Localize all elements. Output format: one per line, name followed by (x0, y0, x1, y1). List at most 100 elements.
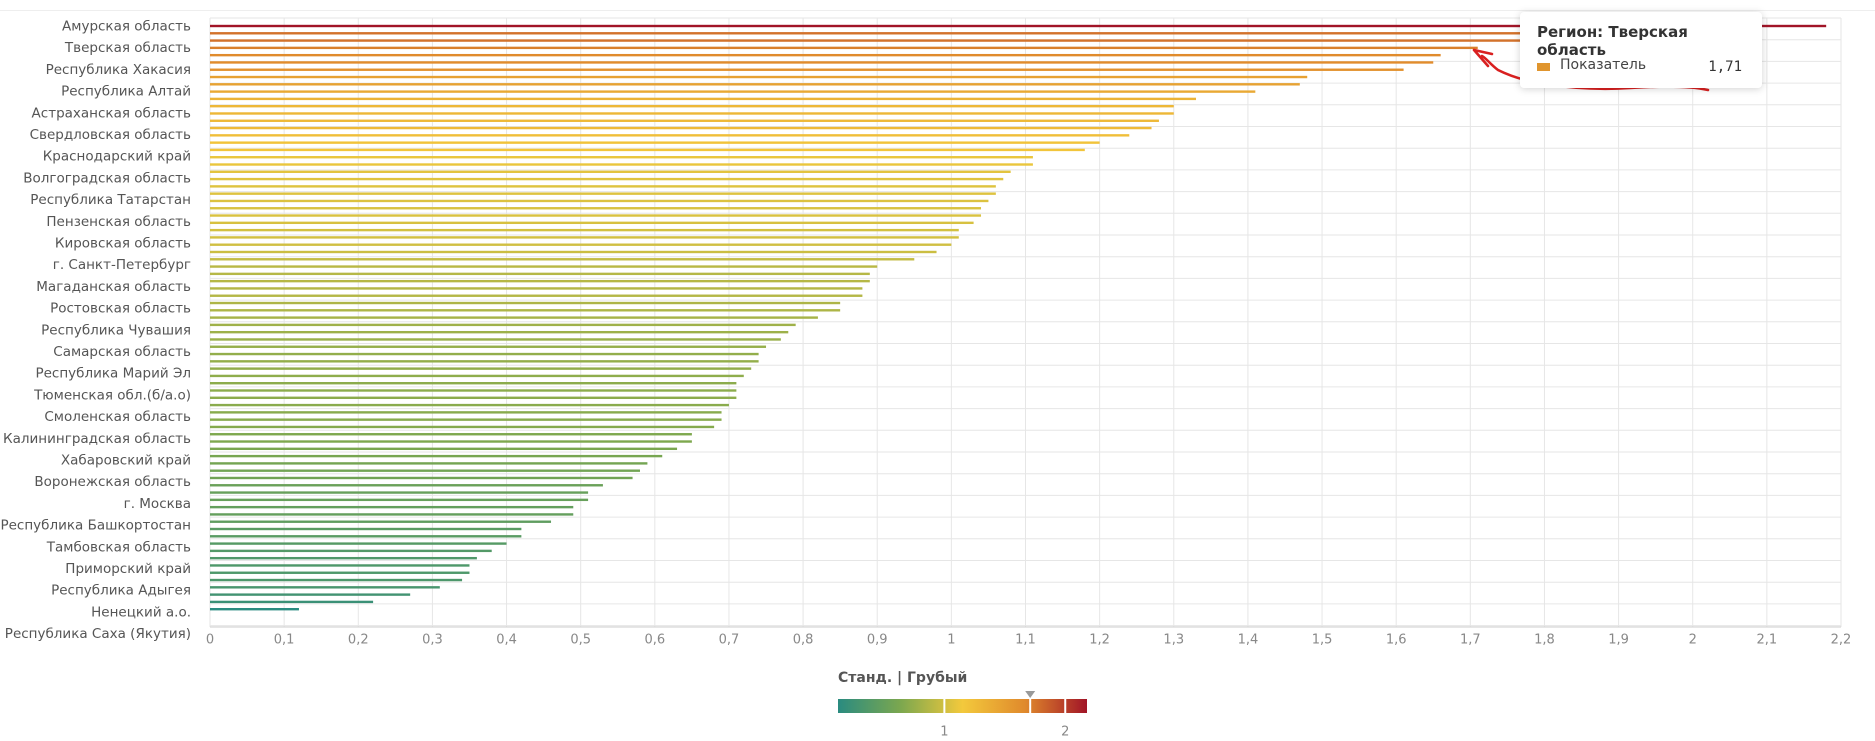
tooltip-series-name: Показатель (1560, 57, 1647, 73)
bar[interactable] (210, 316, 818, 319)
category-label: Республика Татарстан (30, 192, 191, 208)
bar[interactable] (210, 32, 1523, 35)
bar[interactable] (210, 608, 299, 611)
category-label: Ненецкий а.о. (91, 604, 191, 620)
bar[interactable] (210, 97, 1197, 101)
x-tick-label: 1,7 (1460, 633, 1481, 648)
bar[interactable] (210, 104, 1174, 108)
bar[interactable] (210, 83, 1300, 86)
bar[interactable] (210, 535, 522, 538)
bar[interactable] (210, 403, 729, 407)
category-label: Тюменская обл.(б/а.о) (33, 387, 191, 403)
bar[interactable] (210, 134, 1130, 137)
bar[interactable] (210, 469, 640, 472)
bar[interactable] (210, 440, 692, 443)
bar[interactable] (210, 556, 477, 560)
bar[interactable] (210, 433, 692, 436)
bar[interactable] (210, 330, 789, 334)
bar[interactable] (210, 214, 982, 217)
bar[interactable] (210, 156, 1033, 159)
bar[interactable] (210, 301, 841, 305)
bar[interactable] (210, 454, 663, 458)
bar[interactable] (210, 484, 603, 487)
bar[interactable] (210, 476, 633, 480)
bar[interactable] (210, 462, 648, 465)
bar[interactable] (210, 126, 1152, 130)
bar[interactable] (210, 243, 952, 246)
bar[interactable] (210, 425, 715, 429)
bar[interactable] (210, 586, 440, 589)
bar[interactable] (210, 542, 507, 545)
bar[interactable] (210, 39, 1523, 42)
x-tick-label: 0,1 (274, 633, 295, 648)
bar[interactable] (210, 396, 737, 399)
category-label: Тамбовская область (46, 539, 191, 555)
bar[interactable] (210, 185, 996, 188)
bar[interactable] (210, 250, 937, 254)
category-label: Калининградская область (3, 431, 191, 447)
x-tick-label: 1 (947, 633, 955, 648)
bar[interactable] (210, 177, 1004, 181)
bar[interactable] (210, 352, 759, 356)
bar[interactable] (210, 141, 1100, 144)
bar[interactable] (210, 593, 411, 596)
bar[interactable] (210, 309, 841, 312)
bar[interactable] (210, 272, 870, 276)
bar[interactable] (210, 411, 722, 414)
bar[interactable] (210, 236, 959, 239)
x-tick-label: 0,4 (496, 633, 517, 648)
bar[interactable] (210, 578, 463, 582)
bar[interactable] (210, 418, 722, 421)
bar[interactable] (210, 258, 915, 261)
bar[interactable] (210, 265, 878, 268)
x-tick-label: 1,2 (1089, 633, 1110, 648)
bar[interactable] (210, 24, 1827, 28)
bar[interactable] (210, 53, 1441, 57)
bar[interactable] (210, 46, 1478, 50)
bar[interactable] (210, 360, 759, 363)
category-label: г. Санкт-Петербург (53, 257, 191, 273)
bar[interactable] (210, 294, 863, 297)
bar[interactable] (210, 170, 1011, 173)
bar[interactable] (210, 527, 522, 531)
bar[interactable] (210, 491, 589, 494)
bar[interactable] (210, 367, 752, 370)
x-tick-label: 2,1 (1757, 633, 1778, 648)
bar[interactable] (210, 564, 470, 567)
category-label: Воронежская область (34, 474, 191, 490)
bar[interactable] (210, 192, 996, 195)
bar[interactable] (210, 505, 574, 509)
bar[interactable] (210, 112, 1174, 115)
bar[interactable] (210, 148, 1085, 152)
bar[interactable] (210, 498, 589, 502)
x-tick-label: 1,8 (1534, 633, 1555, 648)
bar[interactable] (210, 513, 574, 516)
bar[interactable] (210, 207, 982, 210)
x-tick-label: 0,5 (570, 633, 591, 648)
bar[interactable] (210, 119, 1159, 122)
bar[interactable] (210, 382, 737, 385)
bar[interactable] (210, 571, 470, 574)
bar[interactable] (210, 68, 1404, 71)
category-label: Республика Адыгея (51, 583, 191, 599)
bar[interactable] (210, 90, 1256, 93)
bar[interactable] (210, 374, 744, 378)
x-tick-label: 0,8 (793, 633, 814, 648)
bar[interactable] (210, 338, 781, 341)
bar[interactable] (210, 600, 374, 604)
bar[interactable] (210, 287, 863, 290)
bar[interactable] (210, 389, 737, 392)
bar[interactable] (210, 520, 552, 523)
bar[interactable] (210, 323, 796, 327)
bar[interactable] (210, 228, 959, 232)
bar[interactable] (210, 279, 870, 283)
bar[interactable] (210, 199, 989, 203)
bar[interactable] (210, 163, 1033, 166)
tooltip: Регион: Тверская область Показатель 1,71 (1520, 12, 1762, 88)
bar[interactable] (210, 221, 974, 225)
bar[interactable] (210, 345, 767, 348)
bar[interactable] (210, 61, 1434, 64)
bar[interactable] (210, 75, 1308, 79)
bar[interactable] (210, 447, 678, 451)
bar[interactable] (210, 549, 492, 553)
